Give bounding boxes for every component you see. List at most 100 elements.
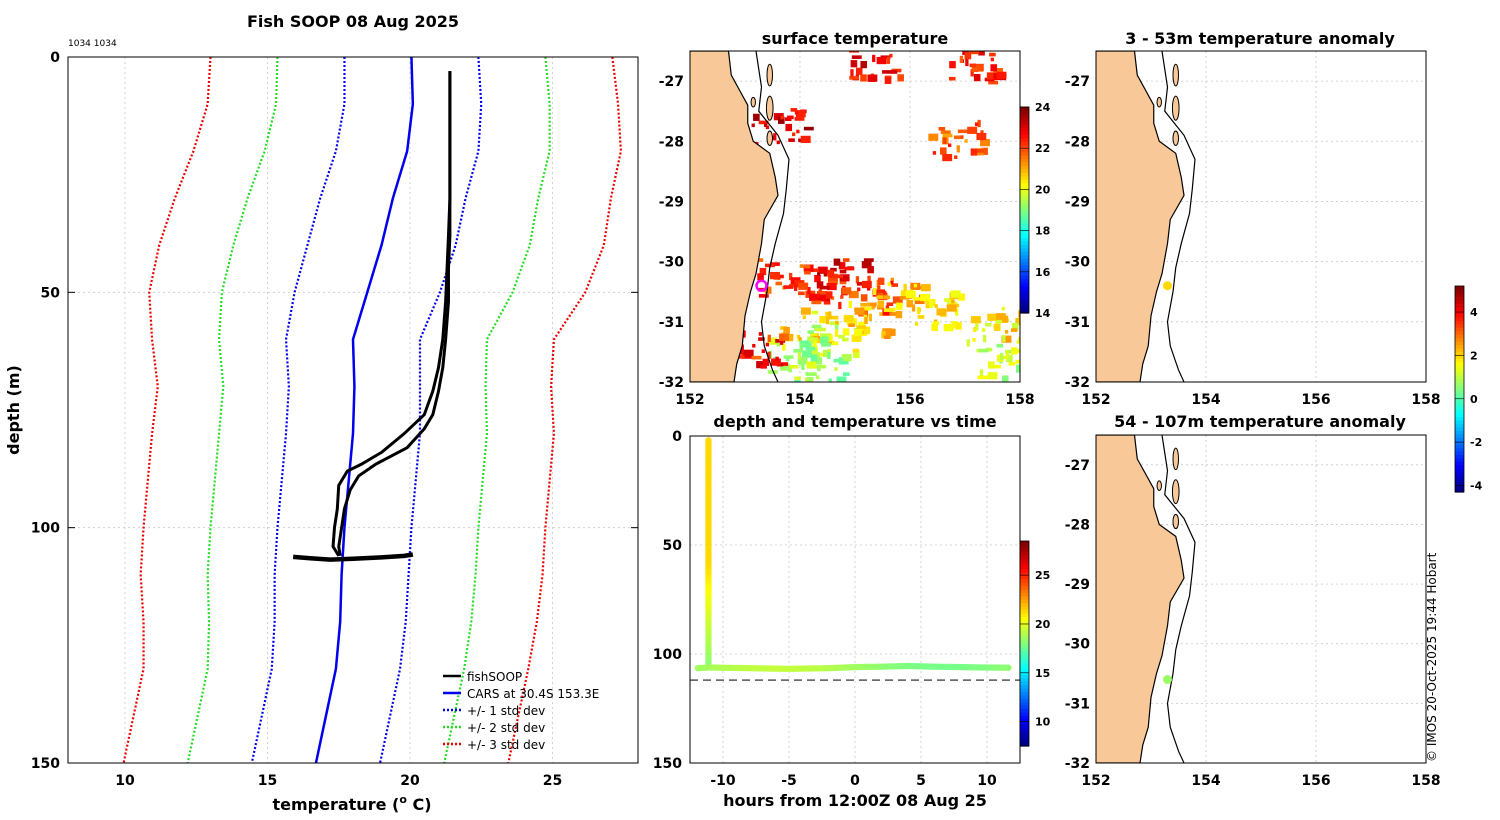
- colorbar-cell: [1455, 371, 1464, 376]
- sst-pixel: [828, 378, 832, 382]
- anom-shallow-point: [1163, 281, 1172, 291]
- sst-pixel: [789, 272, 793, 281]
- colorbar-cell: [1020, 137, 1029, 142]
- sst-pixel: [988, 80, 999, 85]
- sst-pixel: [853, 350, 860, 358]
- sst-pixel: [897, 74, 904, 82]
- sst-pixel: [855, 67, 863, 75]
- sst-pixel: [892, 296, 903, 304]
- colorbar-cell: [1455, 409, 1464, 414]
- colorbar-cell: [1020, 568, 1029, 573]
- map-ytick-label: -31: [1065, 696, 1090, 712]
- sst-pixel: [973, 328, 977, 332]
- sst-pixel: [890, 277, 894, 282]
- sst-pixel: [1006, 354, 1013, 363]
- sst-pixel: [882, 308, 890, 316]
- colorbar-cell: [1455, 378, 1464, 383]
- colorbar-cell: [1020, 592, 1029, 597]
- colorbar-cell: [1020, 306, 1029, 311]
- colorbar-cell: [1020, 742, 1029, 747]
- colorbar-cell: [1020, 599, 1029, 604]
- sst-pixel: [737, 355, 745, 359]
- profile-ticks: 10 15 20 25 0 50 100 150: [31, 50, 638, 789]
- colorbar-cell: [1020, 739, 1029, 744]
- sst-pixel: [780, 334, 784, 342]
- map-ytick-label: -28: [1065, 517, 1090, 533]
- time-depth-xlabel: hours from 12:00Z 08 Aug 25: [723, 791, 987, 810]
- sst-title: surface temperature: [762, 29, 949, 48]
- sst-pixel: [850, 60, 858, 68]
- colorbar-cell: [1455, 440, 1464, 445]
- time-xtick-label: -10: [710, 773, 736, 789]
- colorbar-cell: [1455, 327, 1464, 332]
- sst-pixel: [1023, 347, 1033, 351]
- time-depth-panel: depth and temperature vs time -10 -5 0 5 100…: [653, 412, 1051, 810]
- sst-pixel: [860, 294, 868, 302]
- map-island: [1172, 513, 1179, 530]
- map-xtick-label: 152: [1081, 392, 1110, 408]
- anom-shallow-title: 3 - 53m temperature anomaly: [1125, 29, 1395, 48]
- colorbar-cell: [1020, 244, 1029, 249]
- sst-pixel: [987, 361, 995, 369]
- sst-pixel: [990, 57, 994, 62]
- sst-pixel: [820, 337, 827, 345]
- sst-pixel: [891, 283, 899, 287]
- colorbar-cell: [1020, 161, 1029, 166]
- sst-pixel: [798, 337, 802, 341]
- sst-pixel: [826, 282, 837, 291]
- sst-pixel: [803, 360, 807, 365]
- sst-pixel: [818, 289, 822, 293]
- colorbar-cell: [1020, 199, 1029, 204]
- map-xtick-label: 152: [1081, 773, 1110, 789]
- time-ytick-label: 0: [672, 429, 682, 445]
- sst-pixel: [818, 294, 829, 302]
- colorbar-cell: [1020, 582, 1029, 587]
- sst-pixel: [751, 355, 762, 360]
- colorbar-cell: [1020, 165, 1029, 170]
- sst-pixel: [970, 316, 981, 324]
- sst-pixel: [883, 290, 887, 295]
- colorbar-cell: [1020, 558, 1029, 563]
- profile-ytick-label: 150: [31, 756, 60, 772]
- colorbar-tick-label: 10: [1035, 716, 1051, 729]
- sst-pixel: [831, 383, 834, 387]
- colorbar-cell: [1020, 268, 1029, 273]
- sst-pixel: [806, 376, 814, 382]
- colorbar-cell: [1455, 461, 1464, 466]
- colorbar-cell: [1455, 292, 1464, 297]
- sst-pixel: [767, 337, 778, 345]
- colorbar-cell: [1455, 316, 1464, 321]
- sst-pixel: [783, 326, 790, 335]
- sst-pixel: [890, 280, 894, 285]
- sst-pixel: [778, 333, 789, 341]
- std-dev-line: [186, 57, 279, 763]
- sst-pixel: [785, 357, 790, 362]
- colorbar-cell: [1020, 725, 1029, 730]
- sst-pixel: [970, 148, 978, 156]
- colorbar-cell: [1020, 646, 1029, 651]
- anom-deep-point: [1163, 675, 1172, 685]
- sst-pixel: [795, 110, 806, 118]
- sst-pixel: [805, 346, 816, 351]
- colorbar-cell: [1455, 361, 1464, 366]
- time-depth-colorbar: 10 15 20 25: [1019, 540, 1051, 747]
- colorbar-cell: [1020, 633, 1029, 638]
- colorbar-cell: [1020, 684, 1029, 689]
- sst-pixel: [842, 337, 849, 342]
- sst-pixel: [867, 74, 878, 82]
- sst-pixel: [920, 284, 931, 292]
- sst-pixel: [867, 266, 874, 274]
- sst-pixel: [756, 258, 764, 262]
- sst-pixel: [759, 267, 767, 276]
- sst-pixel: [801, 350, 812, 358]
- sst-pixel: [848, 300, 852, 309]
- map-xtick-label: 154: [785, 392, 814, 408]
- sst-pixel: [995, 313, 1006, 321]
- imos-watermark: © IMOS 20-Oct-2025 19:44 Hobart: [1425, 552, 1439, 762]
- map-ytick-label: -29: [1065, 577, 1090, 593]
- sst-pixel: [793, 349, 804, 353]
- colorbar-cell: [1020, 230, 1029, 235]
- anom-deep-islands: [1156, 447, 1180, 530]
- map-island: [1171, 95, 1180, 121]
- sst-pixel: [807, 286, 811, 295]
